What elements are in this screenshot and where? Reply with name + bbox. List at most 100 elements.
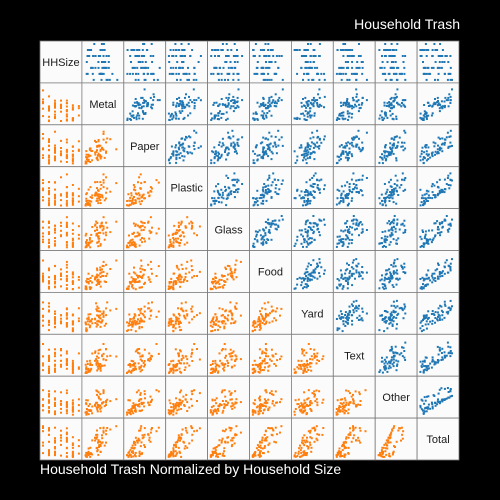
data-point xyxy=(232,184,234,186)
data-point xyxy=(307,369,309,371)
data-point xyxy=(72,274,74,276)
data-point xyxy=(427,365,429,367)
data-point xyxy=(66,106,68,108)
data-point xyxy=(237,55,239,57)
data-point xyxy=(173,281,175,283)
data-point xyxy=(440,148,442,150)
data-point xyxy=(277,130,279,132)
data-point xyxy=(276,55,278,57)
data-point xyxy=(307,198,309,200)
data-point xyxy=(299,365,301,367)
data-point xyxy=(397,237,399,239)
data-point xyxy=(358,55,360,57)
data-point xyxy=(235,398,237,400)
data-point xyxy=(42,179,44,181)
data-point xyxy=(140,392,142,394)
data-point xyxy=(385,159,387,161)
data-point xyxy=(317,228,319,230)
data-point xyxy=(138,107,140,109)
data-point xyxy=(217,372,219,374)
data-point xyxy=(173,225,175,227)
data-point xyxy=(211,49,213,51)
data-point xyxy=(87,320,89,322)
data-point xyxy=(387,61,389,63)
data-point xyxy=(436,318,438,320)
data-point xyxy=(42,182,44,184)
data-point xyxy=(169,162,171,164)
data-point xyxy=(252,364,254,366)
data-point xyxy=(137,112,139,114)
data-point xyxy=(66,226,68,228)
data-point xyxy=(269,359,271,361)
data-point xyxy=(142,110,144,112)
data-point xyxy=(184,156,186,158)
data-point xyxy=(355,145,357,147)
data-point xyxy=(210,364,212,366)
data-point xyxy=(221,196,223,198)
data-point xyxy=(99,226,101,228)
data-point xyxy=(181,110,183,112)
data-point xyxy=(186,410,188,412)
data-point xyxy=(347,61,349,63)
data-point xyxy=(275,136,277,138)
data-point xyxy=(316,179,318,181)
data-point xyxy=(185,93,187,95)
data-point xyxy=(348,193,350,195)
data-point xyxy=(179,402,181,404)
data-point xyxy=(451,79,453,81)
data-point xyxy=(231,392,233,394)
data-point xyxy=(238,79,240,81)
data-point xyxy=(402,55,404,57)
data-point xyxy=(151,104,153,106)
data-point xyxy=(91,240,93,242)
data-point xyxy=(310,227,312,229)
data-point xyxy=(255,364,257,366)
data-point xyxy=(396,102,398,104)
data-point xyxy=(105,152,107,154)
data-point xyxy=(382,204,384,206)
data-point xyxy=(381,117,383,119)
data-point xyxy=(361,266,363,268)
data-point xyxy=(178,154,180,156)
data-point xyxy=(440,359,442,361)
data-point xyxy=(54,114,56,116)
data-point xyxy=(436,268,438,270)
data-point xyxy=(221,154,223,156)
data-point xyxy=(108,61,110,63)
data-point xyxy=(272,223,274,225)
data-point xyxy=(322,355,324,357)
data-point xyxy=(54,225,56,227)
data-point xyxy=(395,228,397,230)
data-point xyxy=(142,268,144,270)
data-point xyxy=(338,67,340,69)
data-point xyxy=(133,223,135,225)
data-point xyxy=(280,308,282,310)
data-point xyxy=(378,162,380,164)
data-point xyxy=(48,268,50,270)
data-point xyxy=(389,73,391,75)
data-point xyxy=(78,140,80,142)
data-point xyxy=(100,150,102,152)
data-point xyxy=(97,410,99,412)
data-point xyxy=(193,79,195,81)
data-point xyxy=(346,79,348,81)
data-point xyxy=(135,79,137,81)
data-point xyxy=(78,279,80,281)
data-point xyxy=(259,348,261,350)
data-point xyxy=(426,369,428,371)
data-point xyxy=(185,276,187,278)
data-point xyxy=(268,55,270,57)
data-point xyxy=(266,314,268,316)
data-point xyxy=(233,278,235,280)
data-point xyxy=(66,151,68,153)
data-point xyxy=(262,322,264,324)
data-point xyxy=(345,142,347,144)
data-point xyxy=(434,194,436,196)
panel-background xyxy=(250,209,292,251)
data-point xyxy=(132,110,134,112)
data-point xyxy=(214,399,216,401)
data-point xyxy=(307,104,309,106)
data-point xyxy=(307,149,309,151)
data-point xyxy=(213,405,215,407)
panel-text-yard xyxy=(291,334,333,376)
